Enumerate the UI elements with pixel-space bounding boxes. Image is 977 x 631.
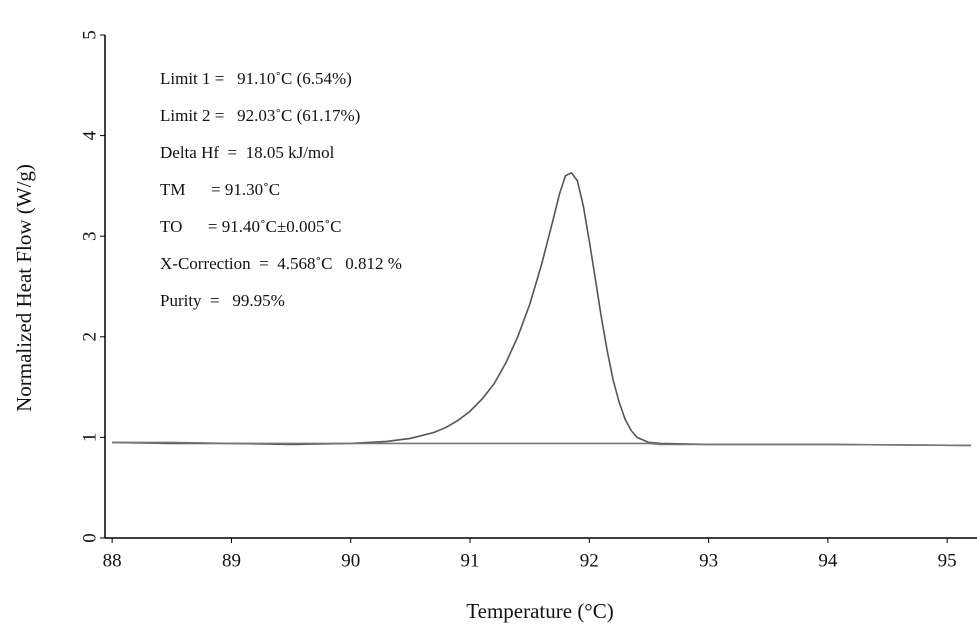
x-tick-label: 91 — [461, 550, 480, 571]
annotation: Delta Hf = 18.05 kJ/mol — [160, 143, 335, 162]
y-axis-title: Normalized Heat Flow (W/g) — [12, 164, 36, 412]
annotation: Purity = 99.95% — [160, 291, 285, 310]
x-tick-label: 93 — [699, 550, 718, 571]
y-tick-label: 3 — [79, 231, 100, 241]
y-tick-label: 2 — [79, 332, 100, 342]
y-tick-label: 4 — [79, 130, 100, 140]
x-tick-label: 89 — [222, 550, 241, 571]
x-tick-label: 95 — [938, 550, 957, 571]
y-tick-label: 1 — [79, 433, 100, 443]
x-tick-label: 90 — [341, 550, 360, 571]
data-line — [112, 442, 971, 445]
annotation: Limit 1 = 91.10˚C (6.54%) — [160, 69, 352, 88]
x-tick-label: 88 — [103, 550, 122, 571]
annotation: TO = 91.40˚C±0.005˚C — [160, 217, 342, 236]
x-tick-label: 92 — [580, 550, 599, 571]
annotation: X-Correction = 4.568˚C 0.812 % — [160, 254, 402, 273]
annotation: Limit 2 = 92.03˚C (61.17%) — [160, 106, 360, 125]
x-axis-title: Temperature (°C) — [466, 599, 613, 623]
x-tick-label: 94 — [818, 550, 838, 571]
y-tick-label: 0 — [79, 533, 100, 543]
chart: Temperature (°C) Normalized Heat Flow (W… — [0, 0, 977, 631]
y-tick-label: 5 — [79, 30, 100, 40]
annotation: TM = 91.30˚C — [160, 180, 280, 199]
